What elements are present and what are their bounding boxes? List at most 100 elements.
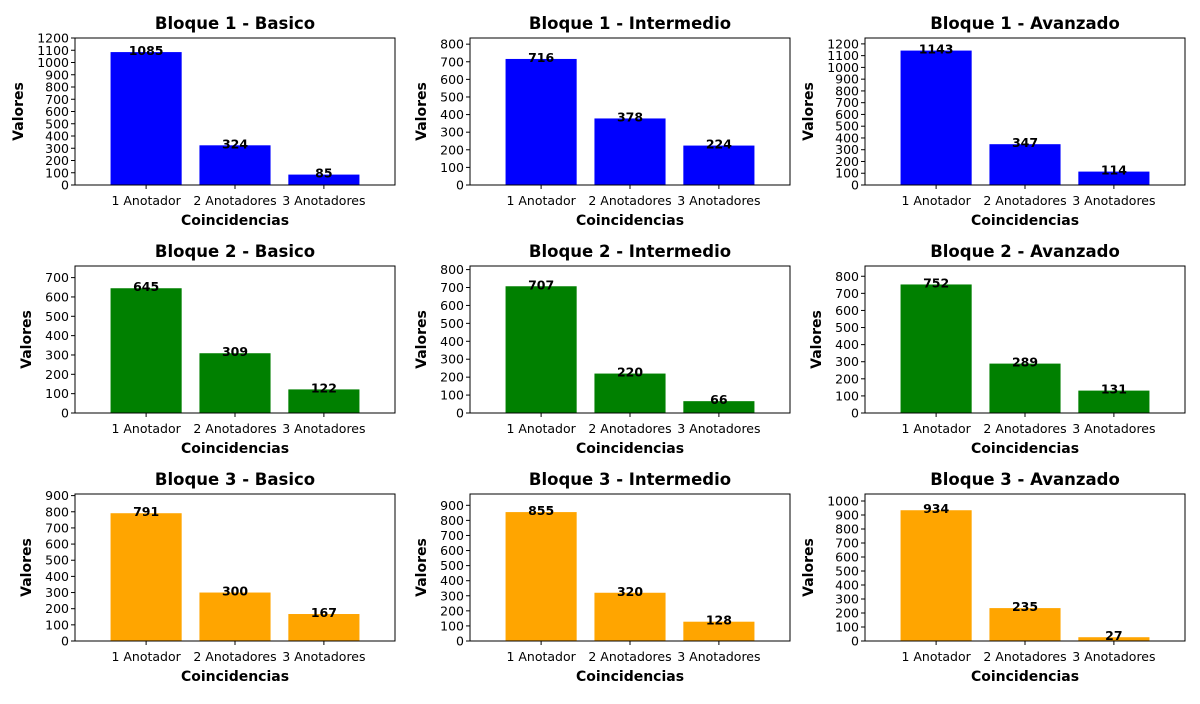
y-tick-label: 300: [440, 352, 464, 367]
y-tick-label: 500: [440, 89, 464, 104]
data-label: 66: [710, 392, 728, 407]
y-tick-label: 500: [45, 116, 69, 131]
data-label: 114: [1101, 163, 1127, 178]
y-tick-label: 200: [835, 371, 859, 386]
plot-frame: [864, 265, 1186, 414]
y-tick-label: 900: [440, 498, 464, 513]
x-tick-label: 2 Anotadores: [983, 421, 1066, 436]
y-tick-label: 600: [835, 303, 859, 318]
y-tick-label: 0: [61, 406, 69, 421]
bar-2: [199, 353, 271, 413]
x-tick-label: 2 Anotadores: [588, 421, 671, 436]
y-tick-label: 500: [45, 309, 69, 324]
bar-2: [989, 363, 1061, 413]
data-label: 378: [617, 109, 643, 124]
y-tick-label: 300: [835, 592, 859, 607]
plot-frame: [864, 37, 1186, 186]
data-label: 220: [617, 365, 643, 380]
y-tick-label: 1200: [37, 31, 69, 46]
x-tick-label: 2 Anotadores: [983, 649, 1066, 664]
y-tick-label: 700: [45, 520, 69, 535]
y-tick-label: 1100: [827, 48, 859, 63]
data-label: 167: [311, 605, 337, 620]
chart-panel-4: Bloque 2 - Basico 645 1 Anotador 309 2 Anota…: [19, 242, 396, 457]
y-tick-label: 200: [835, 154, 859, 169]
x-tick-label: 2 Anotadores: [588, 193, 671, 208]
y-tick-label: 100: [440, 618, 464, 633]
data-label: 645: [133, 279, 159, 294]
y-tick-label: 0: [456, 406, 464, 421]
y-tick-label: 800: [440, 262, 464, 277]
bar-3: [1078, 171, 1150, 185]
bar-1: [900, 50, 972, 186]
x-tick-label: 1 Anotador: [111, 193, 181, 208]
plot-frame: [469, 265, 791, 414]
data-label: 235: [1012, 599, 1038, 614]
y-tick-label: 200: [835, 606, 859, 621]
y-tick-label: 700: [440, 54, 464, 69]
x-tick-label: 3 Anotadores: [677, 649, 760, 664]
chart-title: Bloque 2 - Avanzado: [930, 242, 1120, 261]
x-tick-label: 3 Anotadores: [1072, 649, 1155, 664]
chart-title: Bloque 3 - Basico: [155, 470, 315, 489]
x-axis-label: Coincidencias: [181, 441, 289, 457]
data-label: 128: [706, 613, 732, 628]
y-tick-label: 0: [456, 634, 464, 649]
x-tick-label: 1 Anotador: [111, 649, 181, 664]
x-tick-label: 1 Anotador: [111, 421, 181, 436]
y-axis-label: Valores: [809, 310, 825, 369]
y-tick-label: 600: [835, 107, 859, 122]
y-tick-label: 700: [835, 95, 859, 110]
bar-3: [683, 401, 755, 413]
chart-title: Bloque 3 - Avanzado: [930, 470, 1120, 489]
y-tick-label: 0: [61, 178, 69, 193]
y-axis-label: Valores: [414, 538, 430, 597]
chart-panel-7: Bloque 3 - Basico 791 1 Anotador 300 2 Anota…: [19, 470, 396, 685]
y-tick-label: 200: [440, 603, 464, 618]
bar-2: [989, 144, 1061, 185]
y-tick-label: 800: [45, 504, 69, 519]
y-tick-label: 300: [45, 347, 69, 362]
data-label: 324: [222, 136, 248, 151]
y-tick-label: 700: [835, 286, 859, 301]
y-tick-label: 0: [456, 178, 464, 193]
y-tick-label: 800: [835, 269, 859, 284]
bar-1: [505, 58, 577, 185]
x-axis-label: Coincidencias: [576, 213, 684, 229]
plot-frame: [74, 37, 396, 186]
y-tick-label: 400: [45, 569, 69, 584]
y-tick-label: 300: [45, 585, 69, 600]
bar-1: [900, 510, 972, 641]
bar-2: [594, 373, 666, 413]
data-label: 855: [528, 503, 554, 518]
data-label: 85: [315, 166, 332, 181]
chart-panel-8: Bloque 3 - Intermedio 855 1 Anotador 320 2 A…: [414, 470, 791, 685]
bar-3: [288, 389, 360, 413]
chart-panel-5: Bloque 2 - Intermedio 707 1 Anotador 220 2 A…: [414, 242, 791, 457]
x-tick-label: 1 Anotador: [506, 649, 576, 664]
bar-3: [683, 145, 755, 185]
bar-1: [505, 286, 577, 413]
plot-frame: [469, 493, 791, 642]
y-tick-label: 100: [440, 160, 464, 175]
plot-frame: [864, 493, 1186, 642]
data-label: 752: [923, 275, 949, 290]
y-tick-label: 100: [45, 165, 69, 180]
y-tick-label: 700: [440, 528, 464, 543]
y-tick-label: 100: [45, 386, 69, 401]
x-axis-label: Coincidencias: [971, 669, 1079, 685]
chart-panel-6: Bloque 2 - Avanzado 752 1 Anotador 289 2 Ano…: [809, 242, 1186, 457]
chart-panel-3: Bloque 1 - Avanzado 1143 1 Anotador 347 2 An…: [801, 14, 1186, 229]
bar-3: [1078, 637, 1150, 641]
y-tick-label: 100: [440, 388, 464, 403]
y-tick-label: 400: [835, 130, 859, 145]
y-tick-label: 800: [440, 513, 464, 528]
y-tick-label: 300: [835, 354, 859, 369]
y-tick-label: 900: [835, 508, 859, 523]
x-tick-label: 2 Anotadores: [193, 193, 276, 208]
y-tick-label: 600: [45, 537, 69, 552]
bar-3: [288, 614, 360, 641]
data-label: 1143: [919, 42, 954, 57]
